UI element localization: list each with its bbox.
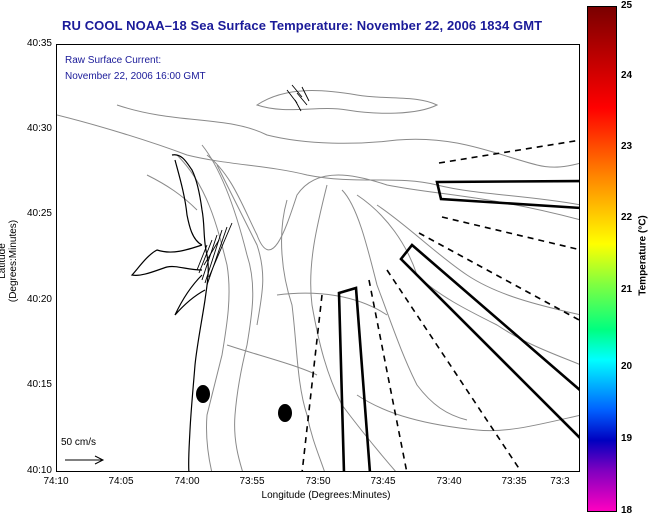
y-tick: 40:20 (26, 294, 52, 305)
colorbar-tick: 23 (621, 141, 633, 152)
radar-site-marker (196, 385, 210, 403)
y-tick: 40:25 (26, 208, 52, 219)
current-label: Raw Surface Current: (65, 55, 162, 66)
scale-label: 50 cm/s (61, 437, 97, 448)
colorbar-tick: 20 (621, 361, 633, 372)
colorbar-tick: 18 (621, 505, 633, 516)
scale-arrow (65, 455, 105, 465)
map-title: RU COOL NOAA–18 Sea Surface Temperature:… (62, 18, 543, 33)
current-vectors (196, 84, 310, 286)
x-tick: 73:55 (239, 476, 265, 487)
y-tick: 40:35 (26, 38, 52, 49)
x-tick: 73:40 (436, 476, 462, 487)
x-tick: 74:05 (108, 476, 134, 487)
colorbar-tick: 22 (621, 212, 633, 223)
map-plot-area[interactable]: Raw Surface Current: November 22, 2006 1… (56, 44, 580, 472)
radar-site-marker (278, 404, 292, 422)
x-tick: 73:35 (501, 476, 527, 487)
bathymetry-contours (57, 90, 579, 471)
y-tick: 40:15 (26, 379, 52, 390)
colorbar-tick: 19 (621, 433, 633, 444)
y-tick: 40:30 (26, 123, 52, 134)
y-axis-label: Latitude (Degrees:Minutes) (0, 219, 19, 303)
x-tick: 74:00 (174, 476, 200, 487)
coastline (130, 154, 209, 471)
colorbar-tick: 24 (621, 70, 633, 81)
x-axis-label: Longitude (Degrees:Minutes) (261, 490, 391, 501)
radial-sector-lines (301, 139, 579, 471)
current-time: November 22, 2006 16:00 GMT (65, 71, 206, 82)
colorbar-label: Temperature (°C) (637, 215, 649, 296)
x-tick: 73:45 (370, 476, 396, 487)
map-canvas (57, 84, 579, 471)
x-tick: 73:50 (305, 476, 331, 487)
x-tick: 74:10 (43, 476, 69, 487)
x-tick: 73:3 (550, 476, 570, 487)
radar-sector-polygons (337, 179, 579, 471)
temperature-colorbar (587, 6, 617, 512)
colorbar-tick: 21 (621, 284, 633, 295)
y-tick: 40:10 (26, 465, 52, 476)
colorbar-tick: 25 (621, 0, 633, 11)
